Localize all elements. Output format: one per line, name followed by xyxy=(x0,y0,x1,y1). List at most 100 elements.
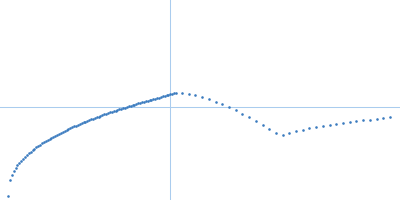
Point xyxy=(280,133,286,136)
Point xyxy=(165,93,172,97)
Point xyxy=(90,117,96,120)
Point xyxy=(22,155,28,158)
Point xyxy=(52,134,58,137)
Point xyxy=(44,138,51,141)
Point xyxy=(26,152,32,155)
Point xyxy=(29,148,36,152)
Point xyxy=(65,127,72,131)
Point xyxy=(20,157,26,160)
Point xyxy=(246,116,252,119)
Point xyxy=(286,131,292,134)
Point xyxy=(152,97,158,100)
Point xyxy=(142,100,149,103)
Point xyxy=(326,124,333,127)
Point xyxy=(273,132,279,135)
Point xyxy=(120,107,126,110)
Point xyxy=(179,91,185,95)
Point xyxy=(103,112,109,115)
Point xyxy=(82,120,88,123)
Point xyxy=(137,101,143,104)
Point xyxy=(126,105,132,108)
Point xyxy=(320,125,326,128)
Point xyxy=(387,115,393,119)
Point xyxy=(259,123,266,127)
Point xyxy=(18,159,24,162)
Point xyxy=(373,117,380,120)
Point xyxy=(340,122,346,125)
Point xyxy=(33,146,40,149)
Point xyxy=(154,96,160,100)
Point xyxy=(16,161,22,164)
Point xyxy=(133,102,140,106)
Point xyxy=(135,102,142,105)
Point xyxy=(160,95,166,98)
Point xyxy=(192,94,199,97)
Point xyxy=(24,153,30,156)
Point xyxy=(56,132,62,135)
Point xyxy=(110,110,117,113)
Point xyxy=(10,170,17,173)
Point xyxy=(158,95,164,99)
Point xyxy=(8,173,15,177)
Point xyxy=(41,141,47,144)
Point xyxy=(14,164,21,167)
Point xyxy=(88,118,94,121)
Point xyxy=(129,104,136,107)
Point xyxy=(206,98,212,101)
Point xyxy=(37,143,43,146)
Point xyxy=(5,194,11,198)
Point xyxy=(71,125,77,128)
Point xyxy=(300,128,306,131)
Point xyxy=(73,124,79,127)
Point xyxy=(333,123,340,126)
Point xyxy=(156,96,162,99)
Point xyxy=(101,113,108,116)
Point xyxy=(118,107,124,110)
Point xyxy=(144,99,151,102)
Point xyxy=(48,136,55,139)
Point xyxy=(46,137,53,140)
Point xyxy=(380,116,386,119)
Point xyxy=(148,98,155,101)
Point xyxy=(60,130,66,133)
Point xyxy=(150,97,156,101)
Point xyxy=(139,101,145,104)
Point xyxy=(86,119,92,122)
Point xyxy=(173,91,179,95)
Point xyxy=(122,106,128,109)
Point xyxy=(67,127,74,130)
Point xyxy=(219,103,226,106)
Point xyxy=(31,147,38,150)
Point xyxy=(42,139,49,143)
Point xyxy=(35,144,42,148)
Point xyxy=(78,122,85,125)
Point xyxy=(306,127,313,130)
Point xyxy=(50,135,56,138)
Point xyxy=(367,118,373,121)
Point xyxy=(171,92,177,95)
Point xyxy=(169,92,176,96)
Point xyxy=(112,109,119,112)
Point xyxy=(109,110,115,113)
Point xyxy=(76,122,83,126)
Point xyxy=(167,93,174,96)
Point xyxy=(12,166,19,170)
Point xyxy=(92,116,98,120)
Point xyxy=(69,126,75,129)
Point xyxy=(105,112,111,115)
Point xyxy=(84,119,90,122)
Point xyxy=(163,94,170,97)
Point xyxy=(199,95,205,99)
Point xyxy=(80,121,87,124)
Point xyxy=(146,99,153,102)
Point xyxy=(99,114,106,117)
Point xyxy=(28,150,34,153)
Point xyxy=(39,142,45,145)
Point xyxy=(131,103,138,106)
Point xyxy=(232,109,239,112)
Point xyxy=(212,100,219,103)
Point xyxy=(107,111,113,114)
Point xyxy=(266,128,272,131)
Point xyxy=(124,105,130,109)
Point xyxy=(360,119,366,122)
